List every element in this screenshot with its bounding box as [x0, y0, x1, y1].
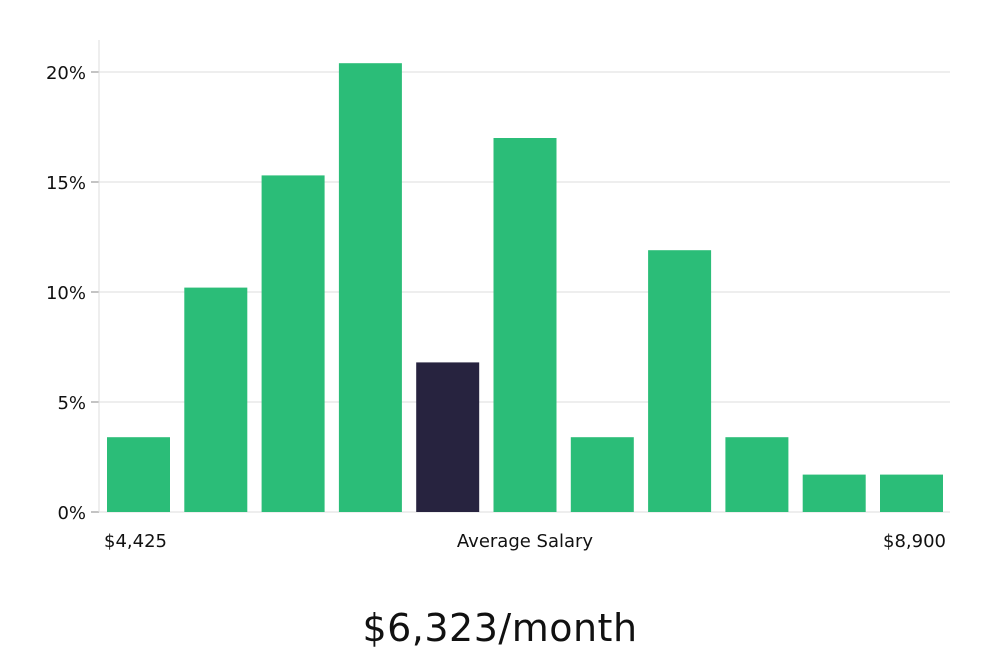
bar-9	[725, 437, 789, 512]
y-tick-label-0: 0%	[57, 503, 86, 524]
average-salary-caption: $6,323/month	[362, 606, 638, 650]
bar-3	[261, 175, 325, 512]
bar-6	[493, 138, 557, 512]
bar-4	[338, 63, 402, 512]
bar-7	[570, 437, 634, 512]
y-tick-label-5: 5%	[57, 393, 86, 414]
y-tick-label-20: 20%	[46, 63, 86, 84]
bars	[107, 63, 943, 512]
bar-8	[648, 250, 712, 512]
bar-average-salary	[416, 362, 480, 512]
y-axis-ticks: 0% 5% 10% 15% 20%	[46, 63, 99, 524]
y-tick-label-10: 10%	[46, 283, 86, 304]
bar-10	[802, 474, 866, 512]
x-label-min: $4,425	[104, 531, 167, 552]
bar-1	[107, 437, 170, 512]
bar-11	[880, 474, 943, 512]
x-label-max: $8,900	[883, 531, 946, 552]
x-label-average: Average Salary	[457, 531, 594, 552]
bar-2	[184, 287, 248, 512]
salary-histogram: 0% 5% 10% 15% 20% $4,425 Average Salary $8,9…	[46, 40, 950, 552]
y-tick-label-15: 15%	[46, 173, 86, 194]
